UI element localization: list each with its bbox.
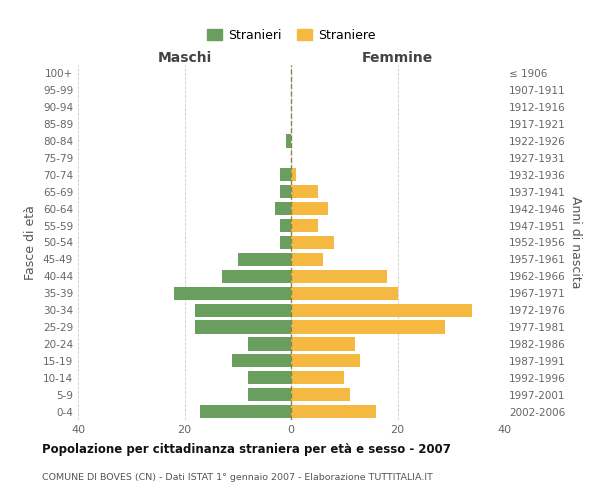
- Bar: [280, 185, 291, 198]
- Bar: [291, 354, 360, 368]
- Bar: [291, 286, 398, 300]
- Bar: [291, 304, 472, 316]
- Bar: [280, 168, 291, 181]
- Legend: Stranieri, Straniere: Stranieri, Straniere: [203, 25, 379, 46]
- Bar: [222, 270, 291, 283]
- Bar: [291, 236, 334, 249]
- Bar: [291, 253, 323, 266]
- Bar: [291, 185, 317, 198]
- Bar: [280, 236, 291, 249]
- Bar: [291, 338, 355, 350]
- Text: Popolazione per cittadinanza straniera per età e sesso - 2007: Popolazione per cittadinanza straniera p…: [42, 442, 451, 456]
- Y-axis label: Anni di nascita: Anni di nascita: [569, 196, 582, 289]
- Bar: [200, 405, 291, 418]
- Bar: [291, 270, 387, 283]
- Bar: [291, 168, 296, 181]
- Bar: [248, 371, 291, 384]
- Bar: [291, 219, 317, 232]
- Y-axis label: Fasce di età: Fasce di età: [25, 205, 37, 280]
- Bar: [291, 202, 328, 215]
- Bar: [291, 371, 344, 384]
- Bar: [195, 320, 291, 334]
- Bar: [174, 286, 291, 300]
- Bar: [248, 388, 291, 401]
- Bar: [195, 304, 291, 316]
- Bar: [275, 202, 291, 215]
- Bar: [232, 354, 291, 368]
- Bar: [291, 320, 445, 334]
- Bar: [280, 219, 291, 232]
- Bar: [286, 134, 291, 147]
- Bar: [248, 338, 291, 350]
- Bar: [291, 388, 350, 401]
- Bar: [291, 405, 376, 418]
- Text: Femmine: Femmine: [362, 51, 433, 65]
- Bar: [238, 253, 291, 266]
- Text: COMUNE DI BOVES (CN) - Dati ISTAT 1° gennaio 2007 - Elaborazione TUTTITALIA.IT: COMUNE DI BOVES (CN) - Dati ISTAT 1° gen…: [42, 472, 433, 482]
- Text: Maschi: Maschi: [157, 51, 212, 65]
